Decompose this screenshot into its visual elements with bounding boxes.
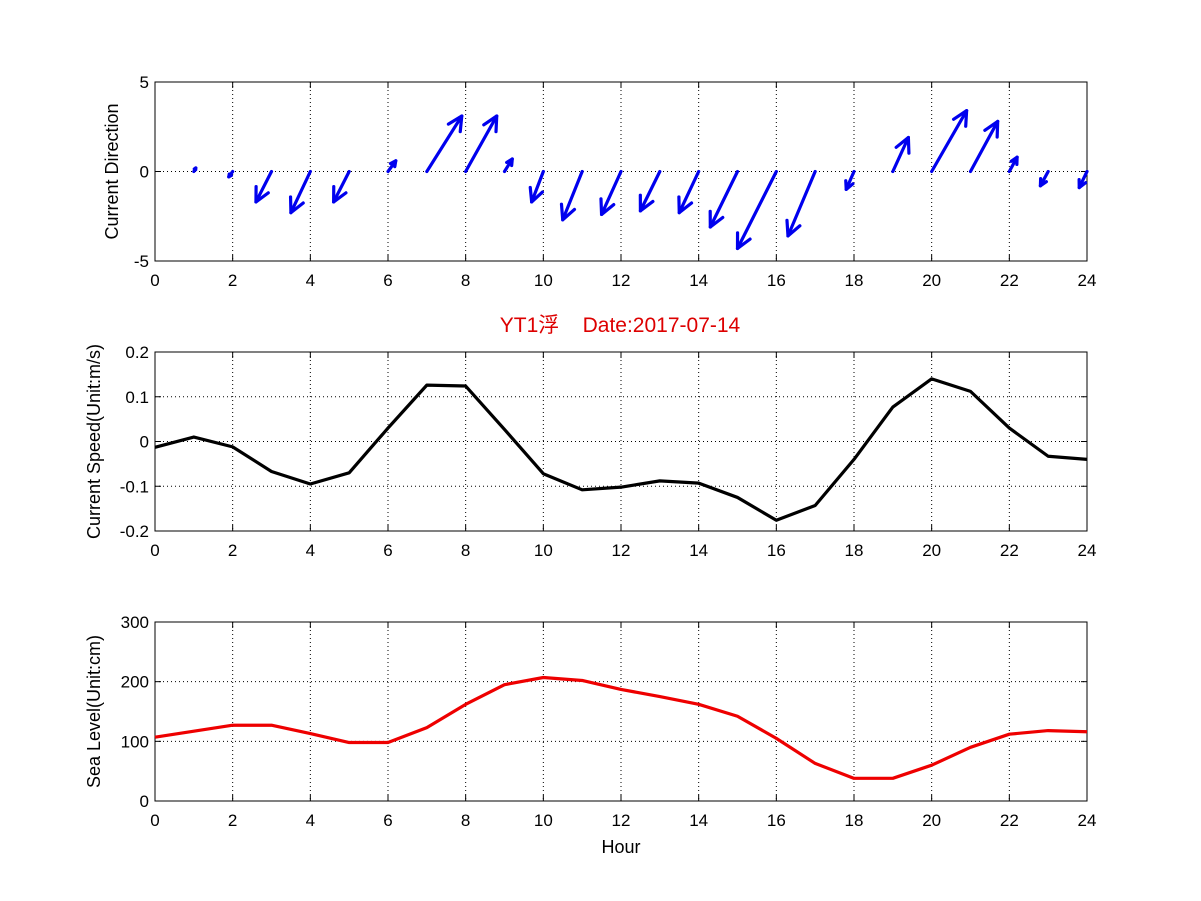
- x-tick-label: 8: [461, 541, 470, 560]
- x-tick-label: 20: [922, 271, 941, 290]
- y-axis-label: Current Direction: [102, 103, 122, 239]
- direction-arrow: [559, 169, 584, 222]
- y-axis-label: Sea Level(Unit:cm): [84, 635, 104, 788]
- x-tick-label: 22: [1000, 541, 1019, 560]
- direction-arrow: [735, 169, 778, 251]
- x-tick-label: 12: [612, 541, 631, 560]
- x-tick-label: 0: [150, 271, 159, 290]
- y-tick-label: 0: [140, 792, 149, 811]
- y-tick-label: -5: [134, 252, 149, 271]
- direction-arrow: [968, 119, 1000, 174]
- current-speed-panel: 0 2 4 6 8 10 12 14 16 18 20 22 24-0.2-0.100.10.2Curr…: [84, 343, 1096, 560]
- sea-level-line: [154, 675, 1088, 780]
- y-tick-label: 0: [140, 433, 149, 452]
- direction-arrow: [464, 114, 499, 174]
- direction-arrow: [638, 169, 662, 213]
- x-tick-label: 20: [922, 541, 941, 560]
- x-tick-label: 2: [228, 541, 237, 560]
- y-tick-label: 0.2: [125, 343, 149, 362]
- y-tick-label: -0.1: [120, 477, 149, 496]
- x-tick-label: 14: [689, 811, 708, 830]
- direction-arrow: [502, 157, 514, 174]
- x-tick-label: 4: [306, 271, 315, 290]
- x-tick-label: 24: [1078, 541, 1097, 560]
- y-tick-label: -0.2: [120, 522, 149, 541]
- direction-arrow: [1077, 169, 1089, 190]
- x-tick-label: 24: [1078, 271, 1097, 290]
- direction-arrow: [708, 169, 740, 229]
- direction-arrow: [425, 114, 464, 174]
- x-tick-label: 10: [534, 811, 553, 830]
- y-tick-label: 100: [121, 732, 149, 751]
- x-tick-label: 18: [845, 271, 864, 290]
- direction-arrow: [930, 109, 969, 174]
- y-tick-label: 5: [140, 73, 149, 92]
- x-tick-label: 14: [689, 271, 708, 290]
- y-tick-label: 0.1: [125, 388, 149, 407]
- direction-arrow: [227, 169, 235, 179]
- x-tick-label: 12: [612, 271, 631, 290]
- direction-arrow: [528, 169, 545, 204]
- direction-arrow: [192, 166, 198, 174]
- direction-arrow: [891, 135, 911, 174]
- x-tick-label: 16: [767, 541, 786, 560]
- plot-frame: [154, 621, 1088, 802]
- x-axis-label: Hour: [601, 837, 640, 857]
- x-tick-label: 16: [767, 271, 786, 290]
- direction-arrow: [677, 169, 701, 215]
- y-axis-label: Current Speed(Unit:m/s): [84, 344, 104, 539]
- x-tick-label: 6: [383, 811, 392, 830]
- x-tick-label: 0: [150, 541, 159, 560]
- direction-arrow: [785, 169, 817, 238]
- x-tick-label: 10: [534, 271, 553, 290]
- chart-title: YT1浮 Date:2017-07-14: [500, 314, 741, 337]
- direction-arrow: [254, 169, 274, 204]
- x-tick-label: 6: [383, 541, 392, 560]
- x-tick-label: 18: [845, 811, 864, 830]
- x-tick-label: 2: [228, 271, 237, 290]
- x-tick-label: 16: [767, 811, 786, 830]
- x-tick-label: 2: [228, 811, 237, 830]
- x-tick-label: 24: [1078, 811, 1097, 830]
- direction-arrow: [288, 169, 312, 215]
- y-tick-label: 300: [121, 613, 149, 632]
- x-tick-label: 4: [306, 541, 315, 560]
- direction-arrow: [599, 169, 623, 217]
- y-tick-label: 0: [140, 163, 149, 182]
- x-tick-label: 22: [1000, 271, 1019, 290]
- current-speed-line: [154, 377, 1088, 522]
- x-tick-label: 0: [150, 811, 159, 830]
- x-tick-label: 14: [689, 541, 708, 560]
- direction-arrow: [1038, 169, 1050, 188]
- direction-arrow: [332, 169, 351, 204]
- x-tick-label: 8: [461, 811, 470, 830]
- direction-arrow: [386, 159, 398, 174]
- direction-arrow: [1007, 155, 1019, 174]
- x-tick-label: 20: [922, 811, 941, 830]
- direction-arrow: [844, 169, 856, 191]
- x-tick-label: 12: [612, 811, 631, 830]
- x-tick-label: 22: [1000, 811, 1019, 830]
- x-tick-label: 6: [383, 271, 392, 290]
- y-tick-label: 200: [121, 673, 149, 692]
- x-tick-label: 8: [461, 271, 470, 290]
- x-tick-label: 10: [534, 541, 553, 560]
- x-tick-label: 18: [845, 541, 864, 560]
- x-tick-label: 4: [306, 811, 315, 830]
